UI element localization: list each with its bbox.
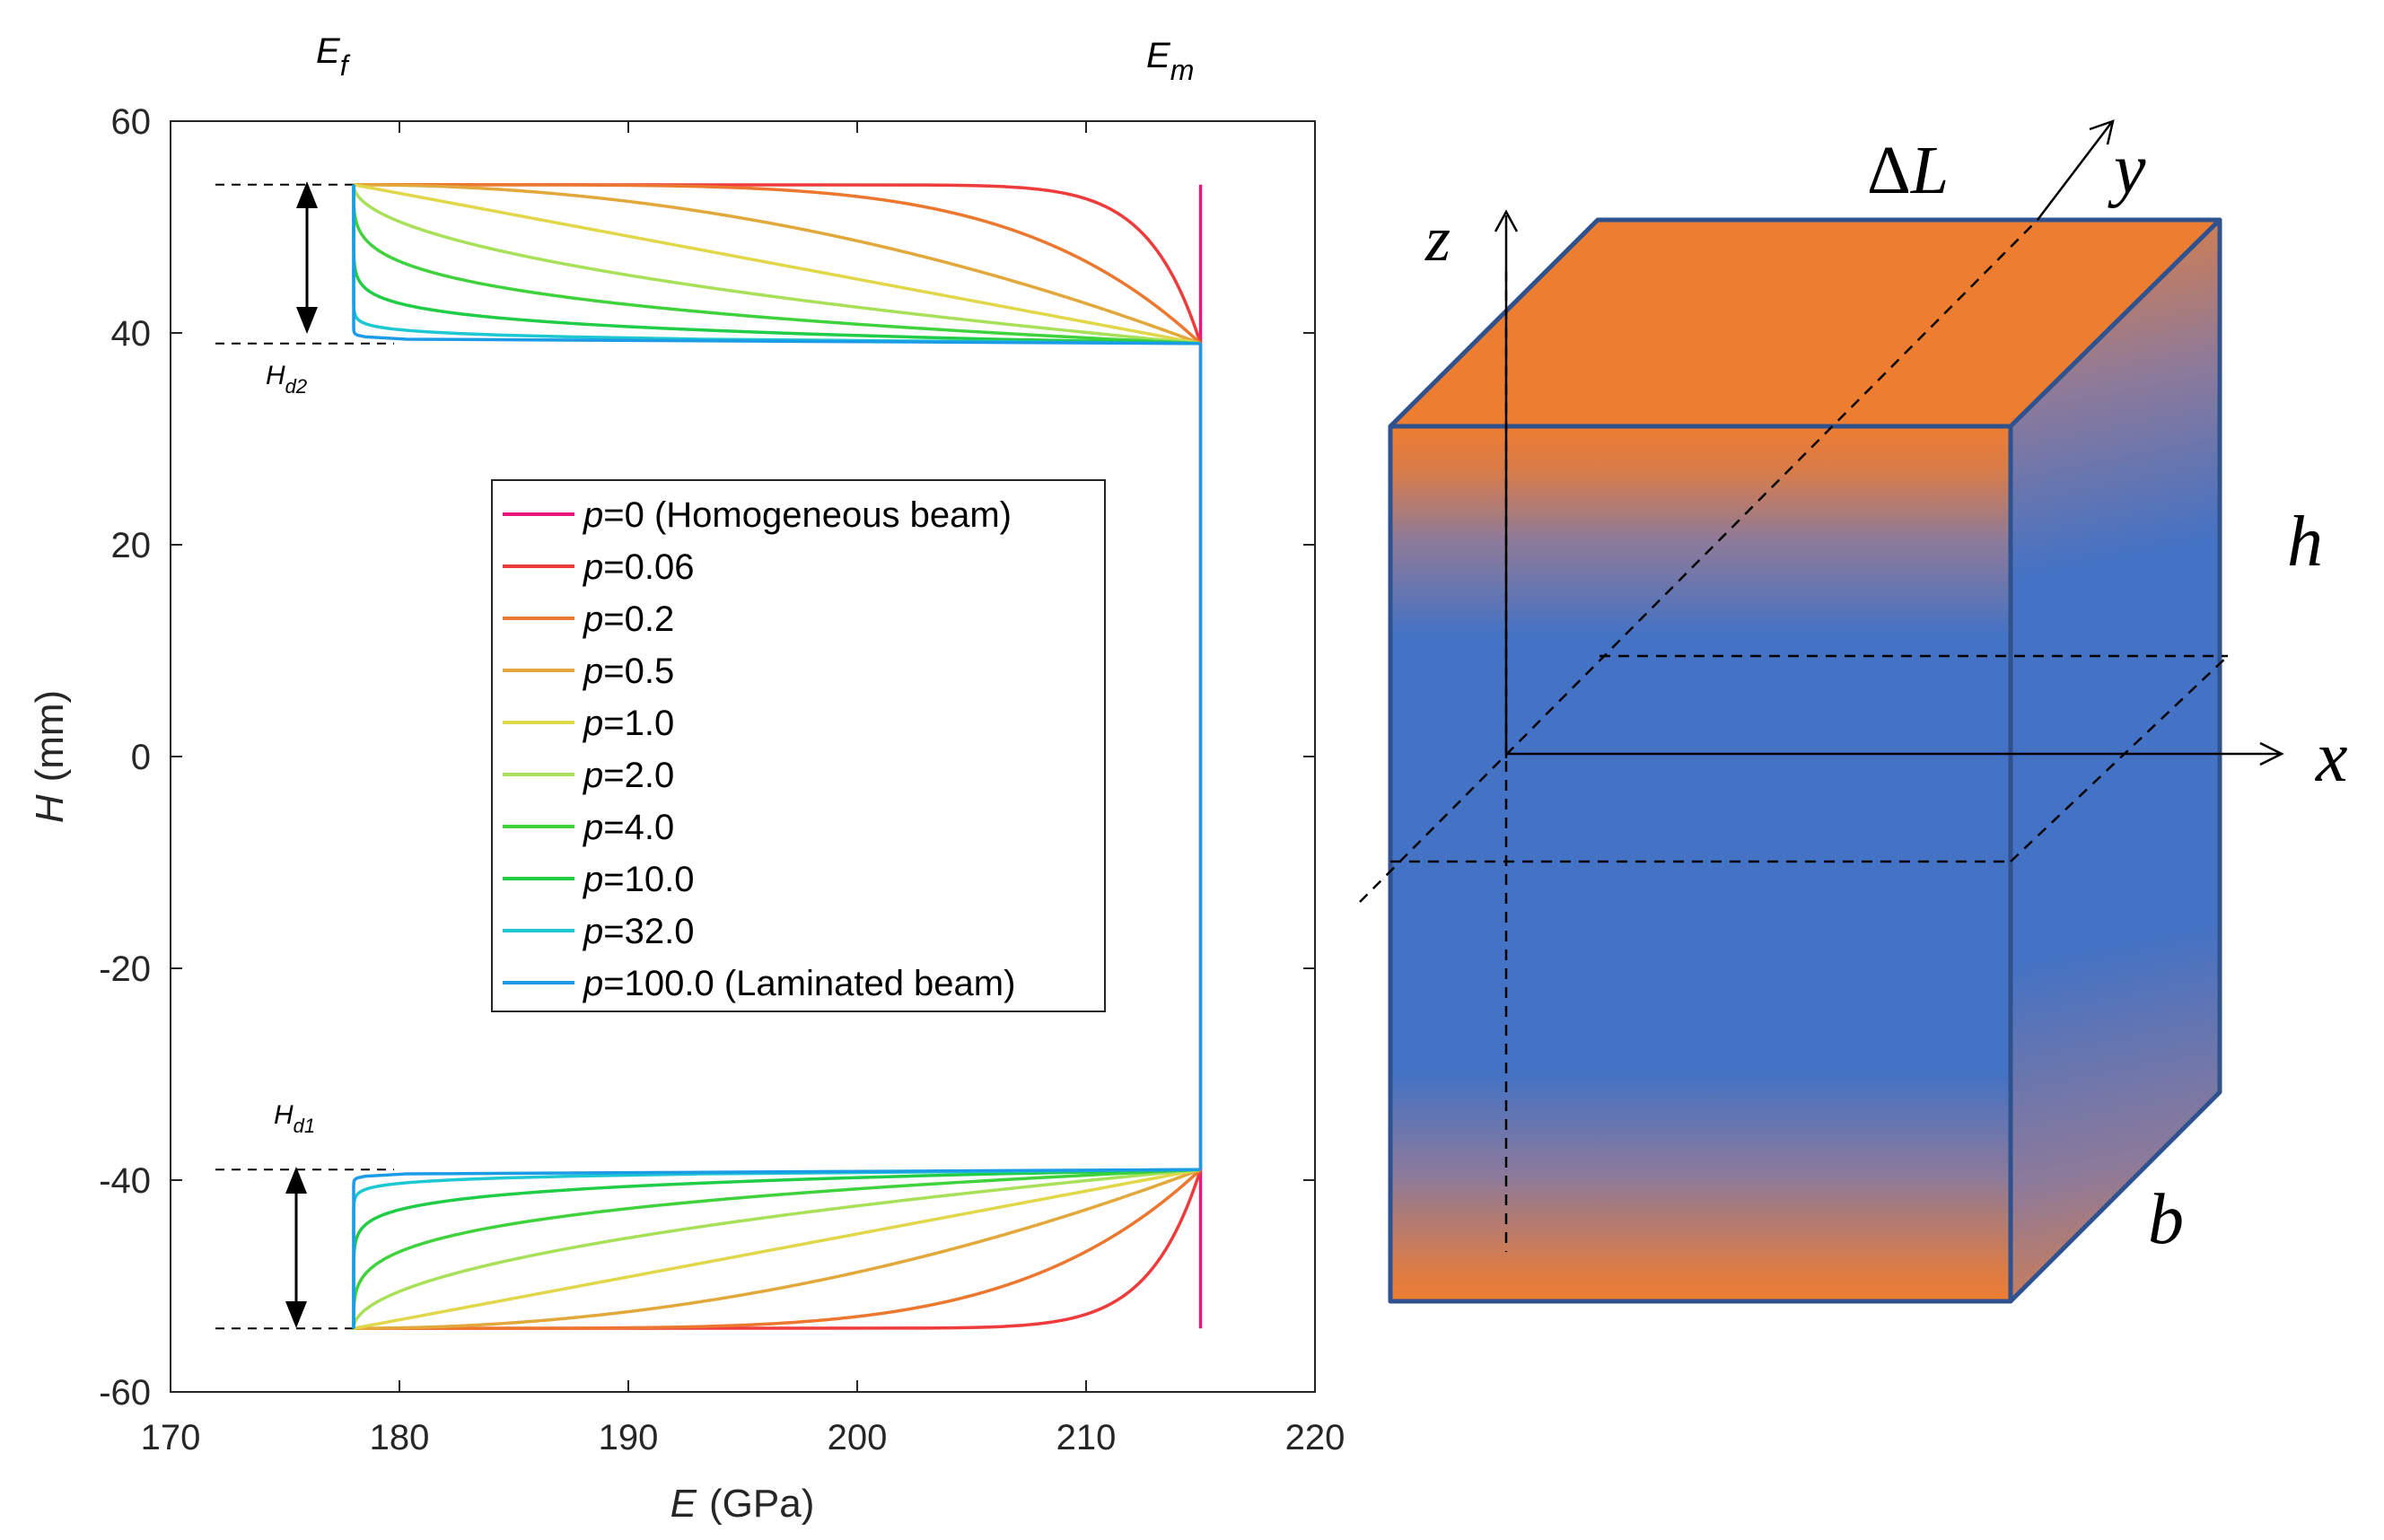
hd1-arrow <box>285 1167 307 1328</box>
delta-l-label: ΔL <box>1867 133 1949 208</box>
hd1-label: Hd1 <box>274 1100 315 1137</box>
x-tick-label: 200 <box>828 1418 888 1457</box>
x-tick-label: 180 <box>370 1418 430 1457</box>
series-line-p-0.2 <box>353 183 1202 346</box>
series-line-p-0.5 <box>353 183 1202 346</box>
series-line-p-2 <box>352 1168 1201 1330</box>
legend-entry: p=0.2 <box>583 599 674 639</box>
b-label: b <box>2148 1180 2184 1259</box>
y-axis-label-3d: y <box>2108 130 2146 209</box>
y-axis <box>2037 122 2112 221</box>
hd2-label: Hd2 <box>266 361 307 398</box>
z-axis-label-3d: z <box>1424 203 1451 275</box>
y-axis-dashed <box>1359 219 2038 903</box>
legend-entry: p=2.0 <box>583 756 674 795</box>
y-axis-label: H(mm) <box>28 690 72 823</box>
series-line-p-0.06 <box>353 183 1203 345</box>
x-tick-label: 210 <box>1056 1418 1117 1457</box>
legend-entry: p=0.06 <box>583 547 694 587</box>
series-line-p-100 <box>352 1168 1201 1330</box>
x-arrowhead <box>2259 741 2284 766</box>
legend-entry: p=100.0 (Laminated beam) <box>583 964 1015 1003</box>
series-line-p-0.5 <box>353 1168 1202 1330</box>
z-arrowhead <box>1494 209 1519 232</box>
axis-ticks <box>170 120 1316 1393</box>
y-tick-label: -40 <box>99 1161 151 1201</box>
y-tick-labels: 60 40 20 0 -20 -40 -60 <box>99 102 151 1413</box>
y-tick-label: 40 <box>111 314 152 354</box>
mid-plane-right-edge <box>2010 655 2229 862</box>
em-label: Em <box>1146 36 1194 86</box>
hd2-arrow <box>296 181 318 334</box>
h-label: h <box>2287 503 2323 582</box>
legend-box <box>491 479 1106 1012</box>
legend: p=0 (Homogeneous beam) p=0.06 p=0.2 p=0.5 p=… <box>491 479 1106 1012</box>
x-axis-label-3d: x <box>2315 718 2348 797</box>
legend-entry: p=0 (Homogeneous beam) <box>583 495 1012 535</box>
beam-front-face <box>1388 424 2013 1304</box>
legend-entry: p=10.0 <box>583 860 694 899</box>
series-line-p-0.2 <box>353 1168 1202 1330</box>
x-axis-label: E (GPa) <box>670 1482 815 1526</box>
x-tick-label: 220 <box>1285 1418 1345 1457</box>
axis-dashed-lines <box>1359 219 2229 1252</box>
y-arrowhead <box>2089 119 2115 145</box>
series-line-p-0.06 <box>353 1168 1203 1330</box>
series-line-p-1 <box>353 1168 1201 1330</box>
legend-entry: p=0.5 <box>583 652 674 691</box>
legend-entry: p=32.0 <box>583 912 694 951</box>
legend-entry: p=1.0 <box>583 704 674 743</box>
series-line-p-1 <box>353 183 1201 346</box>
y-tick-label: 60 <box>111 102 152 142</box>
y-tick-label: -60 <box>99 1373 151 1413</box>
x-tick-label: 170 <box>141 1418 201 1457</box>
series-line-p-2 <box>352 183 1201 346</box>
beam-diagram: ΔL y z h x b <box>1359 119 2348 1304</box>
x-tick-label: 190 <box>599 1418 659 1457</box>
series-line-p-100 <box>352 183 1201 346</box>
y-tick-label: 20 <box>111 526 152 565</box>
x-tick-labels: 170 180 190 200 210 220 <box>141 1418 1345 1457</box>
y-tick-label: 0 <box>131 738 151 777</box>
y-tick-label: -20 <box>99 949 151 989</box>
legend-entry: p=4.0 <box>583 808 674 847</box>
axes-solid <box>1494 119 2284 766</box>
ef-label: Ef <box>316 31 351 82</box>
series-curves <box>352 183 1203 1330</box>
